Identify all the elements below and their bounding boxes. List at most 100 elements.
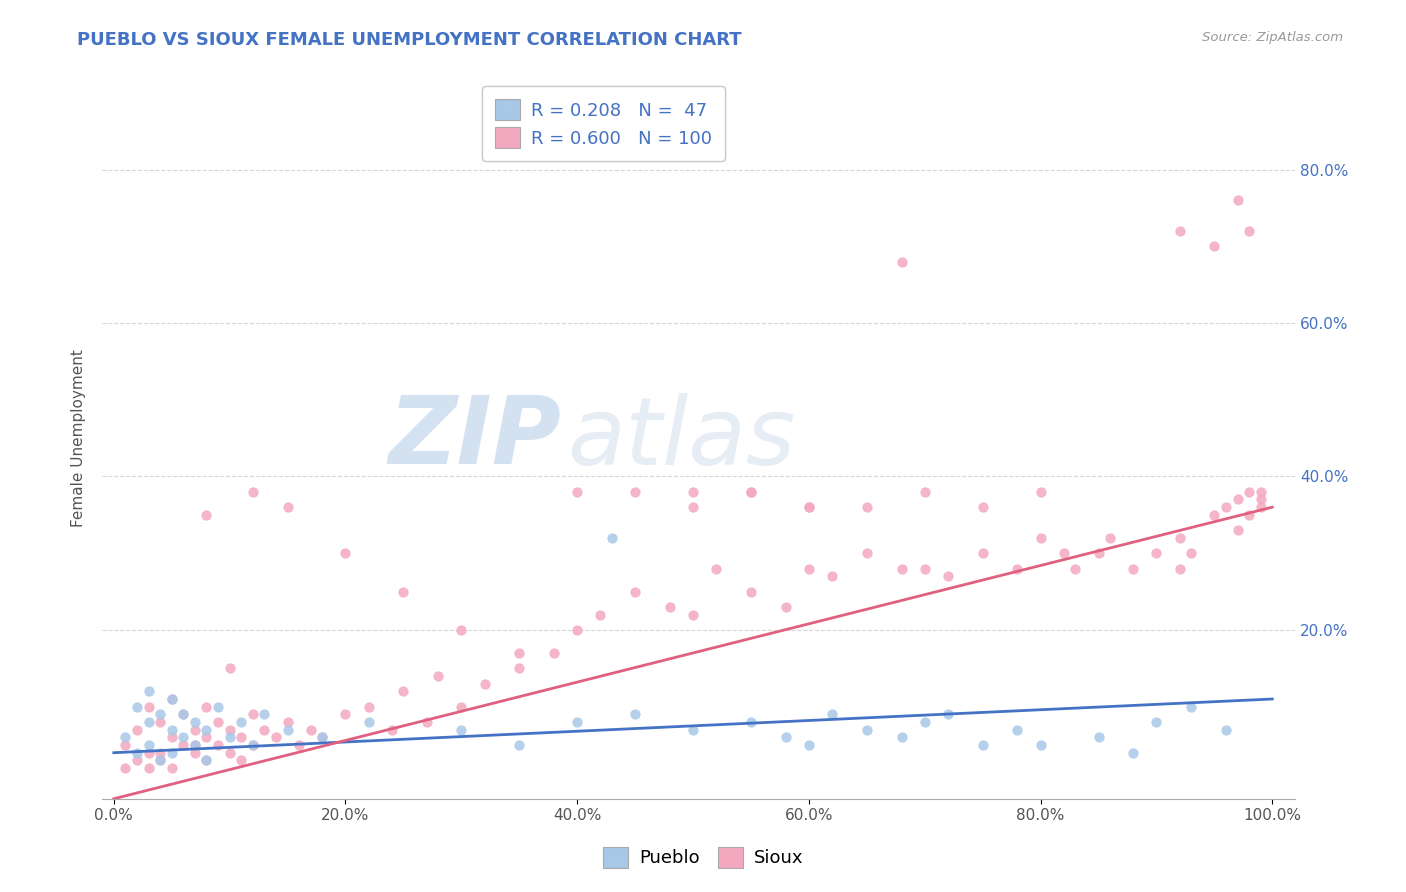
Point bbox=[242, 707, 264, 722]
Point bbox=[288, 738, 311, 752]
Text: atlas: atlas bbox=[568, 392, 796, 483]
Point bbox=[740, 484, 762, 499]
Point bbox=[508, 661, 530, 675]
Point bbox=[624, 484, 647, 499]
Point bbox=[740, 484, 762, 499]
Point bbox=[184, 723, 207, 737]
Point bbox=[172, 707, 194, 722]
Point bbox=[195, 508, 218, 522]
Point bbox=[392, 684, 415, 698]
Point bbox=[195, 699, 218, 714]
Point bbox=[172, 731, 194, 745]
Point bbox=[775, 599, 797, 614]
Point bbox=[335, 707, 357, 722]
Point bbox=[914, 484, 936, 499]
Point bbox=[543, 646, 565, 660]
Point bbox=[149, 753, 172, 767]
Point bbox=[1029, 484, 1052, 499]
Point bbox=[242, 738, 264, 752]
Point bbox=[1237, 484, 1260, 499]
Point bbox=[1226, 523, 1249, 537]
Point bbox=[184, 738, 207, 752]
Point bbox=[890, 731, 912, 745]
Point bbox=[392, 584, 415, 599]
Point bbox=[1029, 531, 1052, 545]
Point bbox=[218, 723, 240, 737]
Point bbox=[311, 731, 333, 745]
Point bbox=[125, 753, 148, 767]
Point bbox=[207, 714, 229, 729]
Point bbox=[1204, 239, 1226, 253]
Point bbox=[1250, 492, 1272, 507]
Point bbox=[253, 707, 276, 722]
Point bbox=[1180, 699, 1202, 714]
Point bbox=[195, 723, 218, 737]
Point bbox=[138, 699, 160, 714]
Point bbox=[160, 746, 183, 760]
Point bbox=[1250, 484, 1272, 499]
Point bbox=[914, 714, 936, 729]
Point bbox=[936, 569, 959, 583]
Point bbox=[567, 714, 589, 729]
Point bbox=[508, 738, 530, 752]
Point bbox=[1226, 193, 1249, 207]
Point bbox=[682, 500, 704, 515]
Point bbox=[125, 699, 148, 714]
Point bbox=[914, 561, 936, 575]
Point bbox=[856, 546, 879, 560]
Point bbox=[450, 623, 472, 637]
Point bbox=[740, 714, 762, 729]
Point bbox=[1237, 508, 1260, 522]
Point bbox=[138, 746, 160, 760]
Point bbox=[218, 731, 240, 745]
Point bbox=[856, 500, 879, 515]
Point bbox=[114, 738, 136, 752]
Point bbox=[125, 746, 148, 760]
Point bbox=[797, 500, 820, 515]
Point bbox=[1215, 500, 1237, 515]
Point bbox=[1204, 508, 1226, 522]
Point bbox=[138, 714, 160, 729]
Point bbox=[589, 607, 612, 622]
Point bbox=[207, 699, 229, 714]
Point bbox=[1168, 224, 1191, 238]
Point bbox=[856, 723, 879, 737]
Point bbox=[1146, 714, 1168, 729]
Point bbox=[508, 646, 530, 660]
Point bbox=[797, 738, 820, 752]
Point bbox=[1087, 731, 1109, 745]
Point bbox=[450, 699, 472, 714]
Point bbox=[567, 623, 589, 637]
Point bbox=[1087, 546, 1109, 560]
Point bbox=[1122, 561, 1144, 575]
Point bbox=[1029, 738, 1052, 752]
Point bbox=[264, 731, 287, 745]
Point bbox=[357, 699, 380, 714]
Point bbox=[184, 746, 207, 760]
Point bbox=[218, 661, 240, 675]
Legend: Pueblo, Sioux: Pueblo, Sioux bbox=[592, 836, 814, 879]
Point bbox=[972, 738, 994, 752]
Point bbox=[160, 731, 183, 745]
Text: PUEBLO VS SIOUX FEMALE UNEMPLOYMENT CORRELATION CHART: PUEBLO VS SIOUX FEMALE UNEMPLOYMENT CORR… bbox=[77, 31, 742, 49]
Point bbox=[138, 761, 160, 775]
Point bbox=[114, 761, 136, 775]
Point bbox=[253, 723, 276, 737]
Point bbox=[890, 561, 912, 575]
Point bbox=[1064, 561, 1087, 575]
Legend: R = 0.208   N =  47, R = 0.600   N = 100: R = 0.208 N = 47, R = 0.600 N = 100 bbox=[482, 87, 724, 161]
Point bbox=[138, 738, 160, 752]
Point bbox=[231, 714, 253, 729]
Point bbox=[797, 500, 820, 515]
Point bbox=[242, 484, 264, 499]
Point bbox=[1237, 224, 1260, 238]
Y-axis label: Female Unemployment: Female Unemployment bbox=[72, 349, 86, 527]
Point bbox=[277, 714, 299, 729]
Point bbox=[972, 500, 994, 515]
Point bbox=[138, 684, 160, 698]
Point bbox=[427, 669, 450, 683]
Point bbox=[1168, 531, 1191, 545]
Point bbox=[1168, 561, 1191, 575]
Point bbox=[624, 584, 647, 599]
Point bbox=[160, 761, 183, 775]
